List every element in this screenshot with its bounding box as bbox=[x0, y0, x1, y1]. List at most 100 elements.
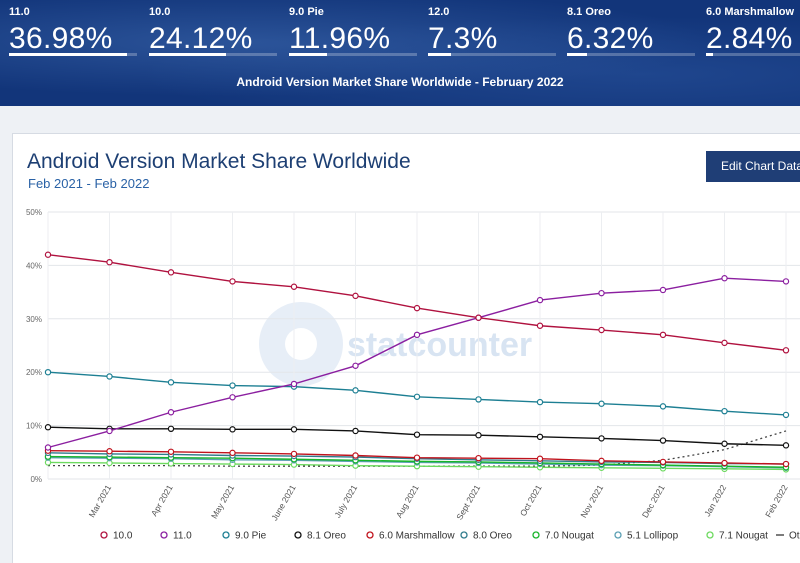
data-point bbox=[352, 427, 359, 435]
legend-item[interactable]: 10.0 bbox=[100, 531, 133, 542]
stat-bar bbox=[567, 53, 695, 56]
stat-bar-fill bbox=[428, 53, 452, 56]
legend-item[interactable]: 7.0 Nougat bbox=[532, 531, 594, 542]
chart-grid bbox=[47, 211, 800, 480]
legend-marker-circle bbox=[532, 531, 540, 539]
data-point bbox=[721, 339, 728, 347]
legend-item[interactable]: 9.0 Pie bbox=[222, 531, 267, 542]
legend-item[interactable]: 8.0 Oreo bbox=[460, 531, 512, 542]
data-point bbox=[475, 432, 482, 439]
stat-bar bbox=[706, 53, 800, 56]
stat-bar bbox=[9, 53, 137, 56]
legend-marker-circle bbox=[160, 531, 168, 539]
x-tick-label: Mar 2021 bbox=[87, 483, 114, 519]
data-point bbox=[536, 455, 544, 462]
x-tick-label: Dec 2021 bbox=[640, 483, 667, 520]
data-point bbox=[44, 424, 52, 431]
legend-label: 7.0 Nougat bbox=[545, 531, 594, 542]
stat-value: 36.98% bbox=[9, 22, 113, 55]
data-point bbox=[106, 448, 113, 455]
data-point bbox=[659, 403, 667, 410]
data-point bbox=[721, 459, 728, 467]
data-point bbox=[229, 382, 236, 389]
y-tick-label: 50% bbox=[26, 208, 42, 217]
y-axis: 0% 10% 20% 30% 40% 50% bbox=[26, 208, 42, 484]
chart-subtitle: Feb 2021 - Feb 2022 bbox=[28, 176, 150, 191]
y-tick-label: 0% bbox=[30, 475, 42, 484]
data-point bbox=[167, 409, 175, 416]
legend-marker-circle bbox=[222, 531, 230, 539]
legend-marker-circle bbox=[614, 531, 622, 539]
legend-label: 11.0 bbox=[173, 531, 192, 542]
legend-label: 7.1 Nougat bbox=[719, 531, 768, 542]
world-map-background bbox=[0, 0, 800, 106]
x-tick-label: Apr 2021 bbox=[149, 483, 175, 518]
legend-item[interactable]: 5.1 Lollipop bbox=[614, 531, 679, 542]
data-point bbox=[352, 387, 359, 394]
data-point bbox=[106, 373, 113, 380]
legend-marker-circle bbox=[100, 531, 108, 539]
data-point bbox=[536, 433, 544, 441]
chart-series bbox=[44, 251, 790, 473]
y-tick-label: 30% bbox=[26, 315, 42, 324]
stat-label: 6.0 Marshmallow bbox=[706, 6, 795, 18]
x-tick-label: July 2021 bbox=[332, 483, 359, 520]
data-point bbox=[598, 289, 605, 297]
stat-label: 8.1 Oreo bbox=[567, 6, 612, 18]
data-point bbox=[721, 440, 728, 447]
legend-item[interactable]: 6.0 Marshmallow bbox=[366, 531, 455, 542]
stat-bar-fill bbox=[289, 53, 328, 56]
data-point bbox=[598, 326, 605, 334]
watermark-text: statcounter bbox=[347, 326, 532, 364]
header-title: Android Version Market Share Worldwide -… bbox=[236, 75, 564, 89]
stat-bar-fill bbox=[9, 53, 128, 56]
stat-value: 6.32% bbox=[567, 22, 654, 55]
data-point bbox=[413, 454, 421, 461]
data-point bbox=[290, 283, 298, 290]
legend-label: Other (dotted) bbox=[789, 531, 800, 542]
y-tick-label: 10% bbox=[26, 422, 42, 431]
data-point bbox=[659, 458, 667, 466]
stat-value: 2.84% bbox=[706, 22, 793, 55]
x-tick-label: Feb 2022 bbox=[763, 483, 790, 519]
stat-bar-fill bbox=[567, 53, 588, 56]
stat-value: 7.3% bbox=[428, 22, 498, 55]
stat-label: 9.0 Pie bbox=[289, 6, 324, 18]
stat-11-0: 11.0 36.98% bbox=[9, 6, 149, 56]
data-point bbox=[659, 286, 667, 294]
y-tick-label: 40% bbox=[26, 261, 42, 270]
stat-label: 10.0 bbox=[149, 6, 171, 18]
data-point bbox=[413, 393, 421, 400]
stat-bar bbox=[149, 53, 277, 56]
legend-item[interactable]: 11.0 bbox=[160, 531, 192, 542]
data-point bbox=[290, 426, 298, 433]
chart-legend[interactable]: 10.0 11.0 9.0 Pie 8.1 Oreo 6.0 Marshmallow 8.… bbox=[100, 531, 800, 542]
legend-item[interactable]: Other (dotted) bbox=[776, 531, 800, 542]
stat-bar bbox=[428, 53, 556, 56]
stat-bar-fill bbox=[149, 53, 227, 56]
data-point bbox=[782, 278, 790, 285]
legend-label: 9.0 Pie bbox=[235, 531, 267, 542]
stat-label: 12.0 bbox=[428, 6, 450, 18]
stat-12-0: 12.0 7.3% bbox=[428, 6, 568, 56]
legend-item[interactable]: 8.1 Oreo bbox=[294, 531, 346, 542]
line-chart: statcounter 0% 10% 20% 30% 40% 50% Mar 2021 Ap… bbox=[26, 208, 800, 542]
data-point bbox=[598, 457, 605, 465]
statcounter-watermark: statcounter bbox=[259, 302, 532, 386]
legend-label: 10.0 bbox=[113, 531, 133, 542]
data-point bbox=[413, 431, 421, 438]
data-point bbox=[106, 258, 113, 266]
data-point bbox=[413, 304, 421, 312]
data-point bbox=[721, 275, 728, 282]
series-8-1-oreo bbox=[44, 424, 790, 449]
legend-item[interactable]: 7.1 Nougat bbox=[706, 531, 768, 542]
edit-chart-data-button[interactable]: Edit Chart Data bbox=[706, 151, 800, 182]
data-point bbox=[782, 442, 790, 449]
stat-6-0-marshmallow: 6.0 Marshmallow 2.84% bbox=[706, 6, 800, 56]
data-point bbox=[167, 425, 175, 433]
data-point bbox=[44, 444, 52, 451]
stat-value: 24.12% bbox=[149, 22, 253, 55]
stat-9-0-pie: 9.0 Pie 11.96% bbox=[289, 6, 429, 56]
legend-label: 8.1 Oreo bbox=[307, 531, 346, 542]
data-point bbox=[782, 347, 790, 354]
